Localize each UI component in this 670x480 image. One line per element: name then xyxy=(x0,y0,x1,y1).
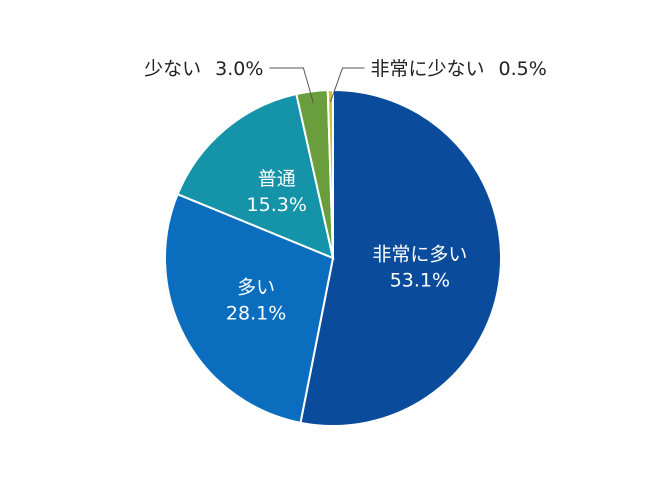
slice-label-0: 非常に多い 53.1% xyxy=(372,244,467,292)
slice-label-4: 非常に少ない 0.5% xyxy=(371,58,547,80)
pie-slices xyxy=(164,88,502,427)
pie-slice-1 xyxy=(164,192,335,424)
slice-label-1: 多い 28.1% xyxy=(226,276,286,324)
slice-label-2: 普通 15.3% xyxy=(247,168,307,216)
leader-line-4 xyxy=(330,67,365,102)
leader-lines xyxy=(269,67,365,104)
pie-slice-4 xyxy=(326,88,334,259)
slice-label-3: 少ない 3.0% xyxy=(144,58,263,80)
pie-slice-2 xyxy=(176,92,335,260)
pie-slice-0 xyxy=(299,88,502,427)
leader-line-3 xyxy=(269,67,314,104)
slice-labels: 非常に多い 53.1% 多い 28.1% 普通 15.3% 少ない 3.0% 非常に少ない 0.5… xyxy=(144,58,547,324)
